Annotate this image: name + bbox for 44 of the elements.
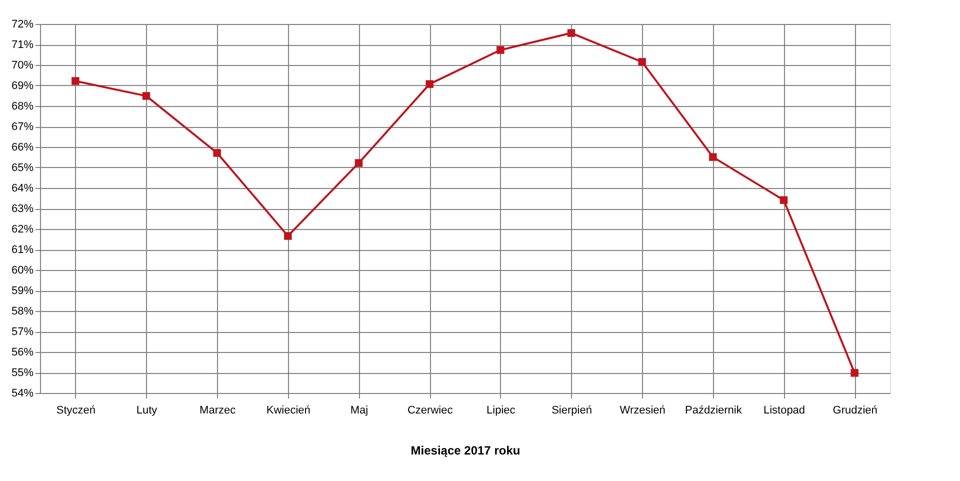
x-axis-title: Miesiące 2017 roku <box>410 444 520 458</box>
point <box>780 196 788 204</box>
y-tick-label: 57% <box>11 326 34 338</box>
point <box>496 46 504 54</box>
x-tick-label: Wrzesień <box>620 404 666 416</box>
y-tick-label: 63% <box>11 203 34 215</box>
point <box>284 232 292 240</box>
y-tick-label: 67% <box>11 121 34 133</box>
y-tick-label: 66% <box>11 142 34 154</box>
point <box>72 77 80 85</box>
x-tick-label: Kwiecień <box>266 404 310 416</box>
y-tick-label: 65% <box>11 162 34 174</box>
y-tick-label: 64% <box>11 182 34 194</box>
x-tick-label: Lipiec <box>486 404 516 416</box>
x-tick-label: Listopad <box>763 404 806 416</box>
y-tick-label: 56% <box>11 346 34 358</box>
y-tick-label: 55% <box>11 367 34 379</box>
y-tick-label: 72% <box>11 18 34 30</box>
x-tick-label: Luty <box>136 404 158 416</box>
y-tick-label: 70% <box>11 60 34 72</box>
x-tick-label: Czerwiec <box>407 404 454 416</box>
x-tick-label: Marzec <box>200 404 236 416</box>
point <box>426 80 434 88</box>
x-tick-label: Grudzień <box>832 404 878 416</box>
point <box>567 29 576 37</box>
y-tick-label: 54% <box>11 388 34 400</box>
x-tick-label: Październik <box>684 404 742 416</box>
y-tick-label: 59% <box>11 285 34 297</box>
y-tick-label: 61% <box>11 244 34 256</box>
x-tick-label: Styczeń <box>56 404 96 416</box>
y-tick-label: 69% <box>11 80 34 92</box>
point <box>638 58 646 66</box>
y-tick-label: 71% <box>11 39 34 51</box>
y-tick-label: 68% <box>11 100 34 112</box>
y-tick-label: 58% <box>11 306 34 318</box>
point <box>709 153 717 161</box>
y-tick-label: 60% <box>11 264 34 276</box>
point <box>142 92 150 100</box>
point <box>213 149 221 157</box>
point <box>850 369 858 377</box>
point <box>354 159 363 167</box>
x-tick-label: Maj <box>350 404 368 416</box>
y-tick-label: 62% <box>11 224 34 236</box>
x-tick-label: Sierpień <box>552 404 592 416</box>
